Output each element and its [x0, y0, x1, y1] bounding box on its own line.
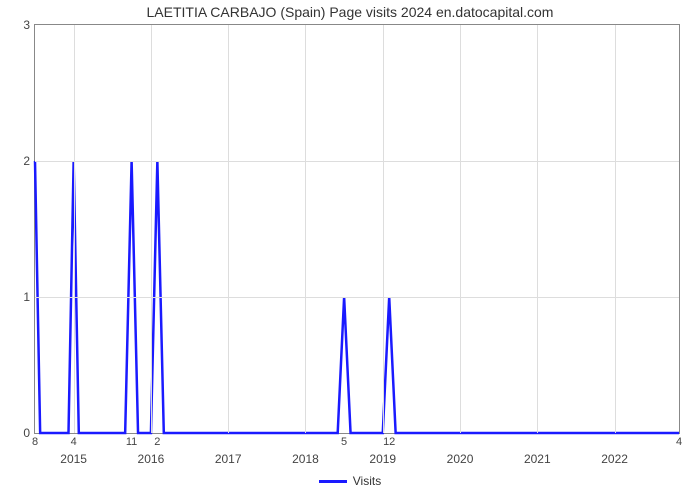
y-axis-tick: 2 [4, 154, 30, 168]
x-axis-year-tick: 2018 [292, 452, 319, 466]
x-axis-year-tick: 2016 [138, 452, 165, 466]
x-axis-year-tick: 2022 [601, 452, 628, 466]
x-axis-year-tick: 2015 [60, 452, 87, 466]
gridline-horizontal [35, 161, 679, 162]
gridline-vertical [74, 25, 75, 433]
legend: Visits [0, 474, 700, 488]
chart-container: LAETITIA CARBAJO (Spain) Page visits 202… [0, 0, 700, 500]
x-axis-value-label: 8 [32, 436, 38, 448]
x-axis-value-label: 5 [341, 436, 347, 448]
chart-title: LAETITIA CARBAJO (Spain) Page visits 202… [0, 4, 700, 20]
x-axis-value-label: 11 [126, 436, 137, 448]
plot-area [34, 24, 680, 434]
x-axis-year-tick: 2020 [447, 452, 474, 466]
x-axis-value-label: 4 [71, 436, 77, 448]
gridline-vertical [460, 25, 461, 433]
x-axis-value-label: 4 [676, 436, 682, 448]
gridline-vertical [383, 25, 384, 433]
x-axis-year-tick: 2017 [215, 452, 242, 466]
gridline-vertical [615, 25, 616, 433]
y-axis-tick: 1 [4, 290, 30, 304]
x-axis-value-label: 2 [154, 436, 160, 448]
line-series [35, 25, 679, 433]
legend-swatch [319, 480, 347, 483]
x-axis-year-tick: 2019 [369, 452, 396, 466]
x-axis-year-tick: 2021 [524, 452, 551, 466]
y-axis-tick: 0 [4, 426, 30, 440]
gridline-vertical [537, 25, 538, 433]
gridline-vertical [305, 25, 306, 433]
gridline-horizontal [35, 297, 679, 298]
legend-label: Visits [353, 474, 381, 488]
gridline-vertical [228, 25, 229, 433]
x-axis-value-label: 12 [383, 436, 395, 448]
gridline-vertical [151, 25, 152, 433]
y-axis-tick: 3 [4, 18, 30, 32]
